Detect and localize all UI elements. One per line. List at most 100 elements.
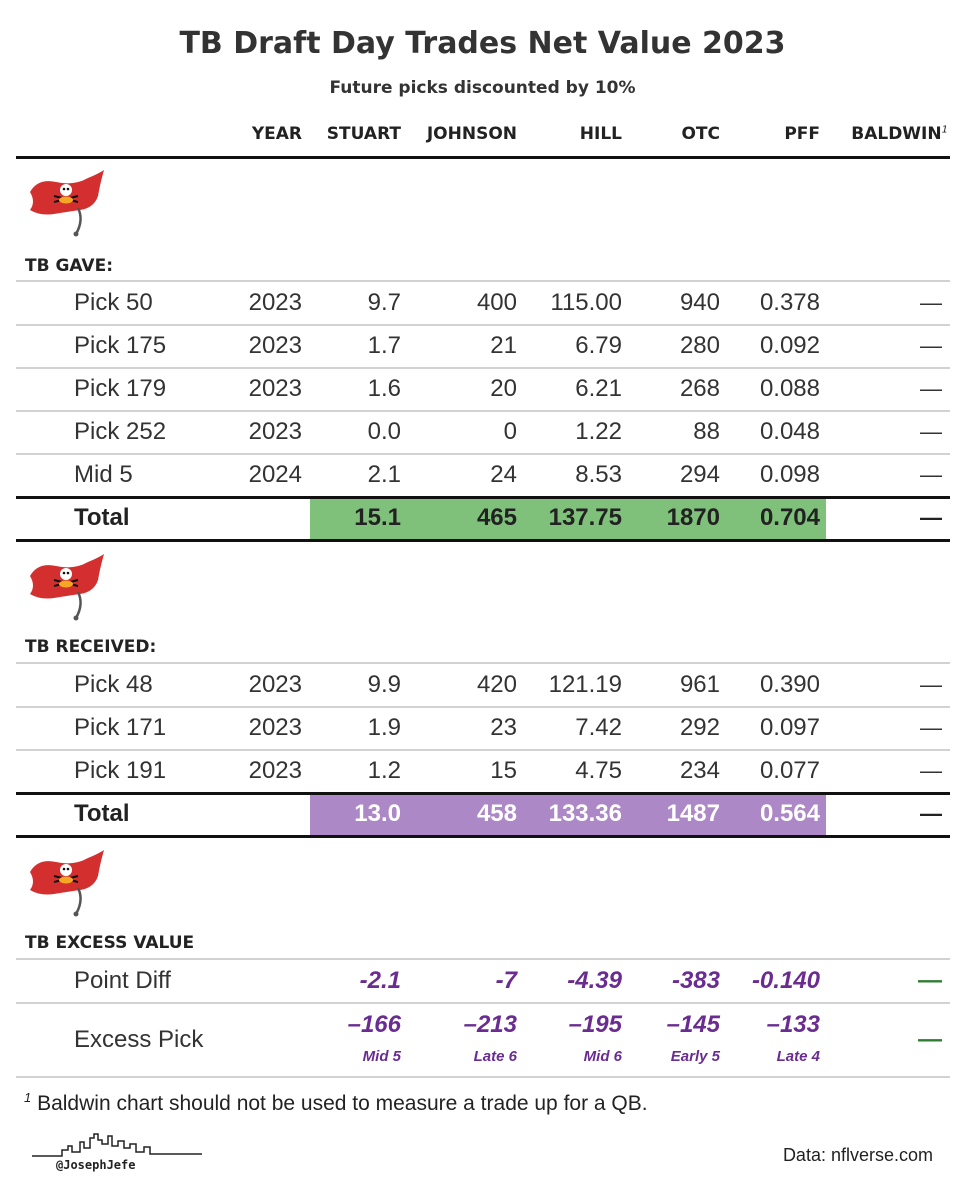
received-label: TB RECEIVED: bbox=[25, 637, 157, 657]
cell-year: 2023 bbox=[248, 757, 302, 784]
total-otc: 1870 bbox=[666, 504, 720, 531]
col-hill: HILL bbox=[579, 124, 622, 144]
page-subtitle: Future picks discounted by 10% bbox=[329, 78, 636, 98]
cell-baldwin: — bbox=[920, 290, 942, 315]
divider bbox=[16, 496, 950, 499]
table-row: Pick 191 2023 1.2 15 4.75 234 0.077 — bbox=[16, 750, 950, 792]
cell-johnson: 20 bbox=[490, 375, 517, 402]
divider bbox=[16, 539, 950, 542]
cell-hill: 1.22 bbox=[575, 418, 622, 445]
cell-pff: 0.098 bbox=[759, 461, 820, 488]
cell-pff: 0.092 bbox=[759, 332, 820, 359]
cell-hill: 115.00 bbox=[550, 289, 622, 316]
cell-hill: 6.21 bbox=[575, 375, 622, 402]
row-name: Excess Pick bbox=[74, 1026, 204, 1053]
cell-pff: 0.088 bbox=[759, 375, 820, 402]
divider bbox=[16, 367, 950, 369]
cell-baldwin: — bbox=[920, 462, 942, 487]
total-hill: 133.36 bbox=[548, 800, 622, 827]
divider bbox=[16, 792, 950, 795]
cell-year: 2023 bbox=[248, 671, 302, 698]
diff-baldwin: — bbox=[918, 967, 942, 994]
cell-stuart: 9.7 bbox=[367, 289, 401, 316]
cell-year: 2023 bbox=[248, 714, 302, 741]
diff-johnson: -7 bbox=[495, 967, 517, 994]
diff-otc: -383 bbox=[671, 967, 720, 994]
cell-stuart: 2.1 bbox=[367, 461, 401, 488]
data-source: Data: nflverse.com bbox=[782, 1145, 933, 1165]
divider bbox=[16, 280, 950, 282]
cell-baldwin: — bbox=[920, 419, 942, 444]
divider bbox=[16, 1002, 950, 1004]
excess-pff-pick: Late 4 bbox=[776, 1048, 820, 1065]
col-year: YEAR bbox=[251, 124, 302, 144]
excess-johnson-pick: Late 6 bbox=[473, 1048, 517, 1065]
cell-otc: 234 bbox=[679, 757, 720, 784]
row-name: Pick 252 bbox=[74, 418, 167, 445]
cell-stuart: 1.7 bbox=[367, 332, 401, 359]
table-row: Pick 48 2023 9.9 420 121.19 961 0.390 — bbox=[16, 664, 950, 706]
total-hill: 137.75 bbox=[548, 504, 622, 531]
row-name: Pick 191 bbox=[74, 757, 167, 784]
cell-stuart: 9.9 bbox=[367, 671, 401, 698]
total-stuart: 13.0 bbox=[354, 800, 401, 827]
total-johnson: 465 bbox=[476, 504, 517, 531]
cell-baldwin: — bbox=[920, 376, 942, 401]
cell-otc: 280 bbox=[679, 332, 720, 359]
cell-year: 2023 bbox=[248, 289, 302, 316]
buccaneers-flag-icon bbox=[30, 850, 104, 917]
cell-baldwin: — bbox=[920, 333, 942, 358]
received-total-highlight bbox=[310, 795, 826, 835]
total-pff: 0.564 bbox=[759, 800, 820, 827]
col-pff: PFF bbox=[784, 124, 820, 144]
buccaneers-flag-icon bbox=[30, 170, 104, 237]
column-headers: YEAR STUART JOHNSON HILL OTC PFF BALDWIN… bbox=[16, 118, 950, 159]
excess-label: TB EXCESS VALUE bbox=[25, 933, 195, 953]
cell-hill: 7.42 bbox=[575, 714, 622, 741]
total-label: Total bbox=[74, 800, 130, 827]
cell-stuart: 0.0 bbox=[367, 418, 401, 445]
row-name: Pick 175 bbox=[74, 332, 167, 359]
cell-hill: 6.79 bbox=[575, 332, 622, 359]
footnote: 1 Baldwin chart should not be used to me… bbox=[24, 1090, 648, 1116]
total-label: Total bbox=[74, 504, 130, 531]
cell-otc: 268 bbox=[679, 375, 720, 402]
divider bbox=[16, 453, 950, 455]
total-johnson: 458 bbox=[476, 800, 517, 827]
row-name: Pick 50 bbox=[74, 289, 153, 316]
divider bbox=[16, 958, 950, 960]
excess-hill: –195 bbox=[568, 1011, 622, 1038]
table-row: Pick 179 2023 1.6 20 6.21 268 0.088 — bbox=[16, 368, 950, 410]
excess-baldwin: — bbox=[918, 1026, 942, 1053]
total-stuart: 15.1 bbox=[354, 504, 401, 531]
cell-stuart: 1.9 bbox=[367, 714, 401, 741]
gave-total-row: Total 15.1 465 137.75 1870 0.704 — bbox=[16, 497, 950, 539]
gave-label: TB GAVE: bbox=[25, 256, 113, 276]
cell-pff: 0.390 bbox=[759, 671, 820, 698]
diff-hill: -4.39 bbox=[567, 967, 622, 994]
cell-hill: 121.19 bbox=[548, 671, 622, 698]
col-otc: OTC bbox=[681, 124, 720, 144]
divider bbox=[16, 1076, 950, 1078]
total-baldwin: — bbox=[920, 801, 942, 826]
point-diff-row: Point Diff -2.1 -7 -4.39 -383 -0.140 — bbox=[16, 960, 950, 1002]
divider bbox=[16, 706, 950, 708]
cell-johnson: 400 bbox=[476, 289, 517, 316]
footnote-text: Baldwin chart should not be used to meas… bbox=[37, 1092, 648, 1115]
excess-otc: –145 bbox=[666, 1011, 720, 1038]
footnote-mark: 1 bbox=[24, 1090, 32, 1105]
cell-baldwin: — bbox=[920, 758, 942, 783]
cell-pff: 0.048 bbox=[759, 418, 820, 445]
excess-stuart-pick: Mid 5 bbox=[362, 1048, 401, 1065]
col-baldwin: BALDWIN1 bbox=[851, 124, 948, 144]
cell-otc: 292 bbox=[679, 714, 720, 741]
col-stuart: STUART bbox=[326, 124, 401, 144]
table-row: Pick 252 2023 0.0 0 1.22 88 0.048 — bbox=[16, 411, 950, 453]
city-skyline-icon bbox=[32, 1133, 202, 1157]
row-name: Pick 179 bbox=[74, 375, 167, 402]
row-name: Mid 5 bbox=[74, 461, 133, 488]
excess-otc-pick: Early 5 bbox=[670, 1048, 720, 1065]
cell-otc: 294 bbox=[679, 461, 720, 488]
col-johnson: JOHNSON bbox=[426, 124, 517, 144]
cell-otc: 88 bbox=[693, 418, 720, 445]
